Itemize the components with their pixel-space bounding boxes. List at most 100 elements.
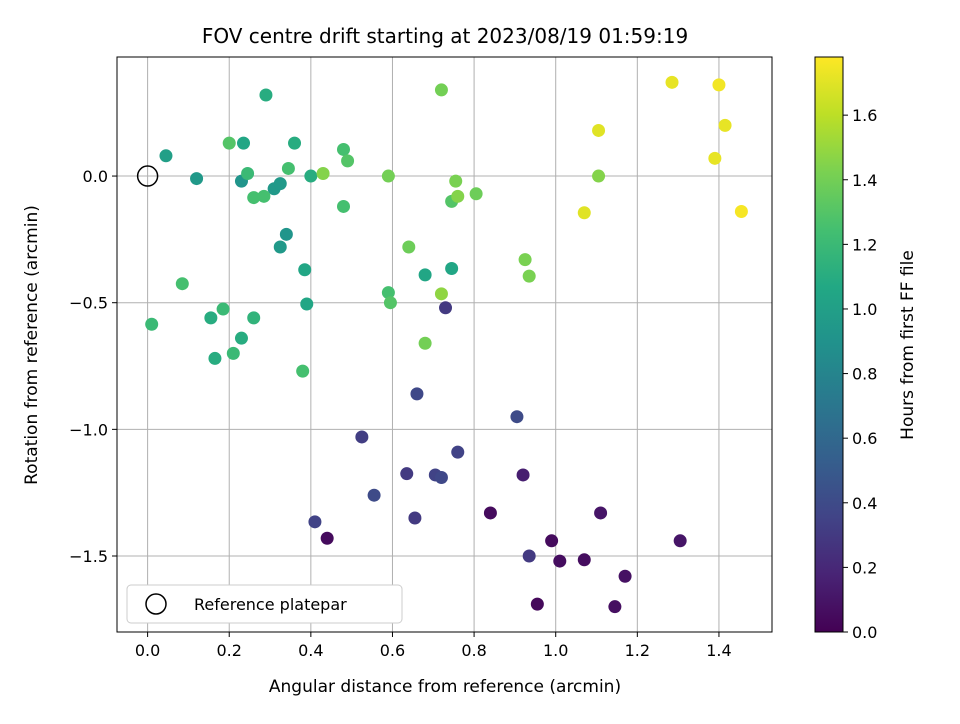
scatter-point: [734, 205, 748, 219]
scatter-point: [673, 534, 687, 548]
scatter-point: [408, 511, 422, 525]
scatter-point: [308, 515, 322, 529]
x-tick-label: 1.2: [625, 641, 650, 660]
plot-frame: [116, 56, 773, 633]
colorbar-tick-label: 0.6: [852, 429, 877, 448]
colorbar-tick-label: 1.2: [852, 235, 877, 254]
scatter-point: [273, 240, 287, 254]
colorbar-tick-label: 1.6: [852, 106, 877, 125]
colorbar-tick-label: 0.8: [852, 365, 877, 384]
scatter-point: [577, 553, 591, 567]
scatter-point: [592, 123, 606, 137]
chart-title: FOV centre drift starting at 2023/08/19 …: [202, 24, 688, 48]
colorbar-ticks: 0.0 0.2 0.4 0.6 0.8 1.0 1.2 1.4 1.6: [843, 106, 877, 642]
legend: Reference platepar: [126, 584, 403, 624]
scatter-point: [383, 296, 397, 310]
scatter-point: [316, 167, 330, 181]
x-tick-label: 0.4: [298, 641, 323, 660]
scatter-point: [418, 336, 432, 350]
scatter-point: [381, 286, 395, 300]
colorbar-tick-label: 0.4: [852, 494, 877, 513]
scatter-point: [226, 346, 240, 360]
scatter-point: [241, 167, 255, 181]
reference-platepar-marker: [136, 165, 159, 187]
x-axis-ticks: 0.0 0.2 0.4 0.6 0.8 1.0 1.2 1.4: [135, 632, 732, 660]
colorbar-tick-label: 1.0: [852, 300, 877, 319]
scatter-point: [510, 410, 524, 424]
scatter-point: [279, 227, 293, 241]
scatter-point: [592, 169, 606, 183]
scatter-point: [296, 364, 310, 378]
scatter-point: [400, 467, 414, 481]
legend-label: Reference platepar: [194, 595, 347, 614]
scatter-point: [618, 569, 632, 583]
scatter-point: [522, 549, 536, 563]
plot-background: [117, 57, 772, 632]
scatter-point: [237, 136, 251, 150]
plot-area: 0.0 0.2 0.4 0.6 0.8 1.0 1.2 1.4 0.0 −0.5 −1.0 −1.5…: [69, 56, 773, 660]
scatter-point: [418, 268, 432, 282]
scatter-point: [594, 506, 608, 520]
scatter-point: [259, 88, 273, 102]
scatter-point: [341, 154, 355, 168]
scatter-point: [222, 136, 236, 150]
y-axis-label: Rotation from reference (arcmin): [22, 205, 42, 485]
scatter-point: [434, 287, 448, 301]
scatter-point: [381, 169, 395, 183]
scatter-point: [159, 149, 173, 163]
x-tick-label: 1.0: [543, 641, 568, 660]
scatter-point: [216, 302, 230, 316]
scatter-point: [281, 161, 295, 175]
y-tick-label: −1.0: [69, 420, 108, 439]
scatter-point: [247, 311, 261, 325]
x-axis-label: Angular distance from reference (arcmin): [269, 677, 621, 697]
scatter-point: [300, 297, 314, 311]
scatter-points: [145, 75, 748, 614]
y-axis-ticks: 0.0 −0.5 −1.0 −1.5: [69, 167, 117, 566]
scatter-point: [718, 118, 732, 132]
scatter-point: [483, 506, 497, 520]
scatter-point: [608, 600, 622, 614]
colorbar-tick-label: 0.0: [852, 623, 877, 642]
scatter-point: [516, 468, 530, 482]
legend-marker-icon: [145, 593, 167, 615]
scatter-point: [545, 534, 559, 548]
scatter-point: [355, 430, 369, 444]
colorbar-tick-label: 0.2: [852, 558, 877, 577]
scatter-point: [234, 331, 248, 345]
scatter-point: [190, 172, 204, 186]
scatter-point: [410, 387, 424, 401]
scatter-point: [273, 177, 287, 191]
colorbar: 0.0 0.2 0.4 0.6 0.8 1.0 1.2 1.4 1.6 Hours from f…: [814, 56, 918, 642]
scatter-point: [208, 351, 222, 365]
scatter-point: [451, 189, 465, 203]
scatter-point: [708, 151, 722, 165]
grid: [117, 57, 772, 632]
colorbar-label: Hours from first FF file: [898, 250, 918, 440]
scatter-point: [553, 554, 567, 568]
scatter-point: [451, 445, 465, 459]
x-tick-label: 0.8: [461, 641, 486, 660]
scatter-point: [145, 317, 159, 331]
scatter-point: [367, 488, 381, 502]
colorbar-gradient: [814, 56, 844, 633]
x-tick-label: 0.6: [380, 641, 405, 660]
x-tick-label: 1.4: [706, 641, 731, 660]
scatter-point: [204, 311, 218, 325]
y-tick-label: 0.0: [83, 167, 108, 186]
scatter-point: [247, 191, 261, 205]
scatter-point: [518, 253, 532, 267]
y-tick-label: −1.5: [69, 547, 108, 566]
scatter-point: [298, 263, 312, 277]
scatter-point: [288, 136, 302, 150]
scatter-point: [522, 269, 536, 283]
scatter-point: [665, 75, 679, 89]
scatter-point: [445, 262, 459, 276]
scatter-point: [469, 187, 483, 201]
legend-box: [126, 584, 403, 624]
scatter-point: [336, 199, 350, 213]
scatter-point: [530, 597, 544, 611]
scatter-point: [449, 174, 463, 188]
y-tick-label: −0.5: [69, 294, 108, 313]
